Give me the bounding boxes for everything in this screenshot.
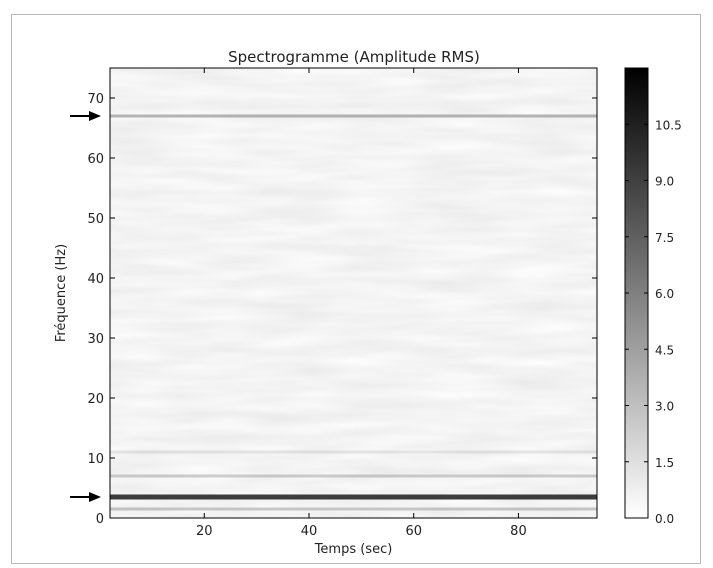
arrow-head [89, 492, 101, 502]
arrow-head [89, 111, 101, 121]
y-tick-label: 60 [87, 152, 104, 167]
plot-area [109, 67, 598, 519]
figure-border [11, 14, 701, 564]
noise-texture [110, 68, 597, 518]
y-tick-label: 0 [96, 512, 104, 527]
colorbar-tick-label: 0.0 [655, 512, 674, 526]
y-tick-label: 50 [87, 212, 104, 227]
plot-frame [109, 67, 598, 519]
colorbar-tick-label: 7.5 [655, 231, 674, 245]
colorbar-tick-label: 6.0 [655, 287, 674, 301]
colorbar: 0.0 1.5 3.0 4.5 6.0 7.5 9.0 10.5 [624, 67, 682, 526]
arrow-icon [70, 111, 101, 121]
y-tick-label: 40 [87, 272, 104, 287]
x-tick-label: 60 [405, 524, 422, 539]
x-tick-label: 40 [301, 524, 318, 539]
y-tick-label: 20 [87, 392, 104, 407]
chart-title: Spectrogramme (Amplitude RMS) [228, 48, 480, 66]
y-tick-label: 70 [87, 92, 104, 107]
y-tick-label: 30 [87, 332, 104, 347]
colorbar-tick-label: 10.5 [655, 118, 682, 132]
colorbar-tick-label: 1.5 [655, 456, 674, 470]
x-tick-label: 80 [510, 524, 527, 539]
y-axis-label: Fréquence (Hz) [54, 244, 69, 342]
colorbar-tick-label: 9.0 [655, 175, 674, 189]
y-axis: 0 10 20 30 40 50 60 70 [87, 92, 597, 527]
annotation-arrows [70, 111, 101, 502]
x-axis-label: Temps (sec) [314, 542, 393, 557]
arrow-icon [70, 492, 101, 502]
x-axis: 20 40 60 80 [196, 68, 527, 539]
x-tick-label: 20 [196, 524, 213, 539]
colorbar-tick-label: 4.5 [655, 343, 674, 357]
colorbar-tick-label: 3.0 [655, 400, 674, 414]
colorbar-ticks: 0.0 1.5 3.0 4.5 6.0 7.5 9.0 10.5 [625, 118, 682, 526]
y-tick-label: 10 [87, 452, 104, 467]
